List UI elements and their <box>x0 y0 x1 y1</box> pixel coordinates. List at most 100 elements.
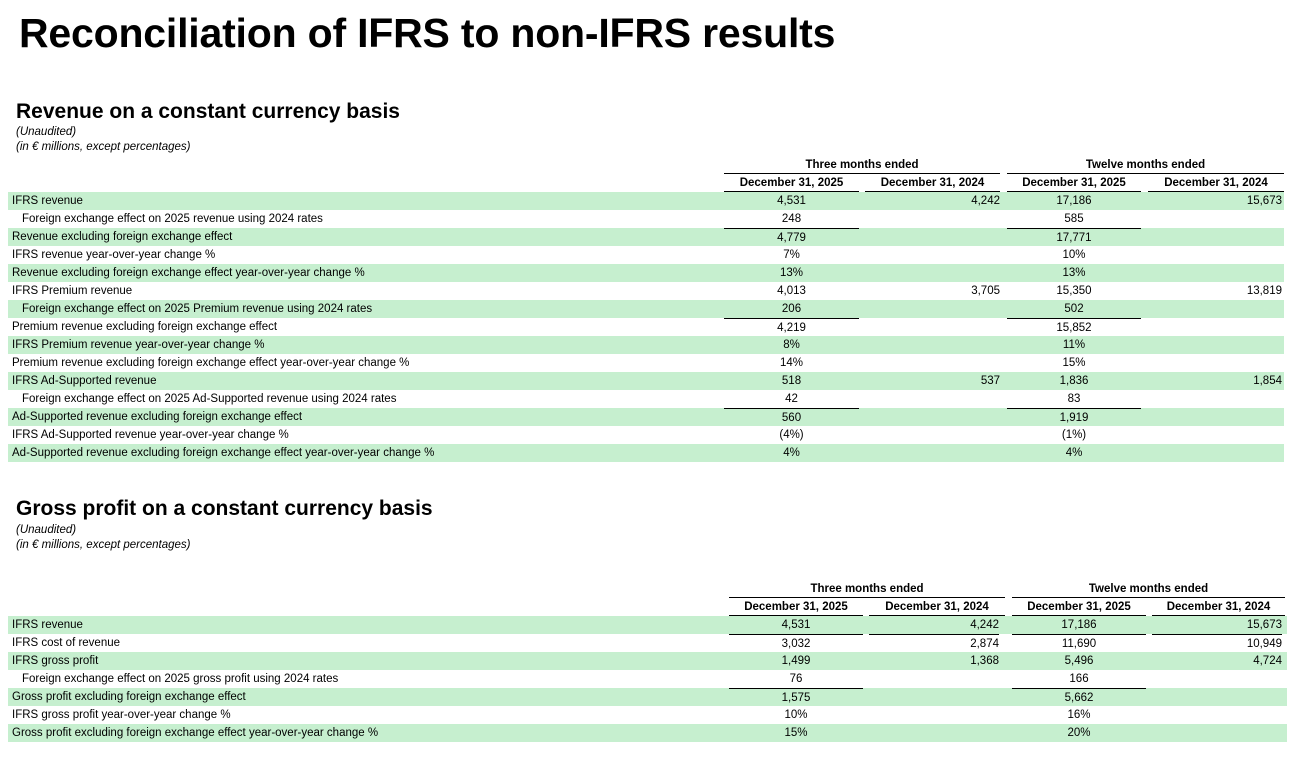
units-note: (in € millions, except percentages) <box>16 141 191 153</box>
cell-value: 15,852 <box>1007 318 1141 336</box>
cell-value: 4,531 <box>781 619 811 631</box>
row-label: IFRS Premium revenue year-over-year chan… <box>12 339 265 351</box>
row-label: IFRS revenue <box>12 619 83 631</box>
cell-value: 4,242 <box>970 619 999 631</box>
cell-value: 5,662 <box>1012 688 1146 706</box>
cell-value: 11% <box>1062 339 1086 351</box>
gross-profit-table: IFRS revenue 4,531 4,242 17,186 15,673 IFRS c… <box>8 616 1287 742</box>
cell-value: 15,673 <box>1246 619 1282 631</box>
cell-value <box>865 408 1000 425</box>
cell-value <box>865 336 1000 353</box>
cell-value: 83 <box>1067 393 1081 405</box>
header-three-months: Three months ended <box>729 581 1005 598</box>
cell-value: 4% <box>783 447 800 459</box>
cell-value: 15% <box>784 727 808 739</box>
cell-value: 15,673 <box>1246 195 1282 207</box>
cell-value <box>869 670 999 687</box>
cell-value: 15,350 <box>1056 285 1092 297</box>
cell-value: 248 <box>781 213 802 225</box>
cell-value: 502 <box>1064 303 1084 315</box>
cell-value <box>1148 336 1282 353</box>
cell-value: 5,496 <box>1064 655 1094 667</box>
table-row: Revenue excluding foreign exchange effec… <box>8 228 1284 246</box>
cell-value: 8% <box>783 339 800 351</box>
header-three-months: Three months ended <box>724 157 1000 174</box>
revenue-table: IFRS revenue 4,531 4,242 17,186 15,673 Foreig… <box>8 192 1284 462</box>
table-row: IFRS Ad-Supported revenue year-over-year… <box>8 426 1284 444</box>
cell-value: 585 <box>1064 213 1084 225</box>
cell-value <box>865 300 1000 317</box>
table-row: IFRS Premium revenue 4,013 3,705 15,350 13,8… <box>8 282 1284 300</box>
cell-value: 3,705 <box>971 285 1000 297</box>
cell-value: 4,219 <box>724 318 859 336</box>
row-label: Foreign exchange effect on 2025 Ad-Suppo… <box>22 393 397 405</box>
table-row: Foreign exchange effect on 2025 Ad-Suppo… <box>8 390 1284 408</box>
table-row: IFRS gross profit 1,499 1,368 5,496 4,724 <box>8 652 1287 670</box>
cell-value: 17,186 <box>1061 619 1097 631</box>
table-row: IFRS revenue 4,531 4,242 17,186 15,673 <box>8 616 1287 634</box>
column-header: December 31, 2025 <box>1012 599 1146 616</box>
cell-value: 15% <box>1062 357 1086 369</box>
table-row: IFRS Premium revenue year-over-year chan… <box>8 336 1284 354</box>
cell-value: 17,186 <box>1056 195 1092 207</box>
row-label: IFRS revenue <box>12 195 83 207</box>
row-label: Ad-Supported revenue excluding foreign e… <box>12 447 435 459</box>
cell-value: 1,368 <box>970 655 999 667</box>
cell-value: 537 <box>980 375 1000 387</box>
cell-value <box>1152 724 1282 741</box>
cell-value <box>1148 264 1282 281</box>
column-header: December 31, 2024 <box>865 175 1000 192</box>
cell-value <box>865 210 1000 227</box>
units-note: (in € millions, except percentages) <box>16 539 191 551</box>
row-label: IFRS gross profit year-over-year change … <box>12 709 231 721</box>
row-label: Premium revenue excluding foreign exchan… <box>12 321 278 333</box>
cell-value: 11,690 <box>1012 634 1146 652</box>
cell-value <box>1148 300 1282 317</box>
cell-value <box>1148 408 1282 425</box>
cell-value: 4,724 <box>1253 655 1282 667</box>
cell-value <box>869 724 999 741</box>
cell-value: 13,819 <box>1246 285 1282 297</box>
cell-value: 10% <box>784 709 808 721</box>
row-label: IFRS gross profit <box>12 655 99 667</box>
cell-value <box>869 688 999 705</box>
table-row: IFRS cost of revenue 3,032 2,874 11,690 10,9… <box>8 634 1287 652</box>
table-row: Foreign exchange effect on 2025 revenue … <box>8 210 1284 228</box>
cell-value <box>865 264 1000 281</box>
cell-value: 20% <box>1067 727 1091 739</box>
column-header: December 31, 2025 <box>729 599 863 616</box>
unaudited-note: (Unaudited) <box>16 524 77 536</box>
cell-value: 4% <box>1065 447 1083 459</box>
section-title: Gross profit on a constant currency basi… <box>16 497 433 520</box>
row-label: Premium revenue excluding foreign exchan… <box>12 357 410 369</box>
cell-value: 1,854 <box>1253 375 1282 387</box>
table-row: Revenue excluding foreign exchange effec… <box>8 264 1284 282</box>
cell-value: 4,013 <box>777 285 806 297</box>
table-row: Ad-Supported revenue excluding foreign e… <box>8 444 1284 462</box>
cell-value <box>1148 228 1282 245</box>
cell-value: (1%) <box>1061 429 1087 441</box>
cell-value <box>1148 318 1282 335</box>
cell-value <box>1152 688 1282 705</box>
cell-value: 10% <box>1062 249 1086 261</box>
cell-value <box>1148 426 1282 443</box>
table-row: IFRS revenue 4,531 4,242 17,186 15,673 <box>8 192 1284 210</box>
row-label: IFRS Premium revenue <box>12 285 133 297</box>
row-label: Revenue excluding foreign exchange effec… <box>12 267 365 279</box>
table-row: IFRS gross profit year-over-year change … <box>8 706 1287 724</box>
cell-value <box>865 390 1000 407</box>
table-row: Premium revenue excluding foreign exchan… <box>8 318 1284 336</box>
table-row: IFRS revenue year-over-year change % 7% 10… <box>8 246 1284 264</box>
cell-value <box>1152 670 1282 687</box>
cell-value: 4,779 <box>724 228 859 246</box>
row-label: Foreign exchange effect on 2025 Premium … <box>22 303 373 315</box>
header-twelve-months: Twelve months ended <box>1012 581 1285 598</box>
column-header: December 31, 2024 <box>869 599 1005 616</box>
cell-value: 206 <box>781 303 802 315</box>
cell-value <box>1148 444 1282 461</box>
table-row: Foreign exchange effect on 2025 gross pr… <box>8 670 1287 688</box>
row-label: Gross profit excluding foreign exchange … <box>12 691 246 703</box>
cell-value: 560 <box>724 408 859 426</box>
cell-value <box>865 426 1000 443</box>
cell-value: 4,531 <box>777 195 806 207</box>
